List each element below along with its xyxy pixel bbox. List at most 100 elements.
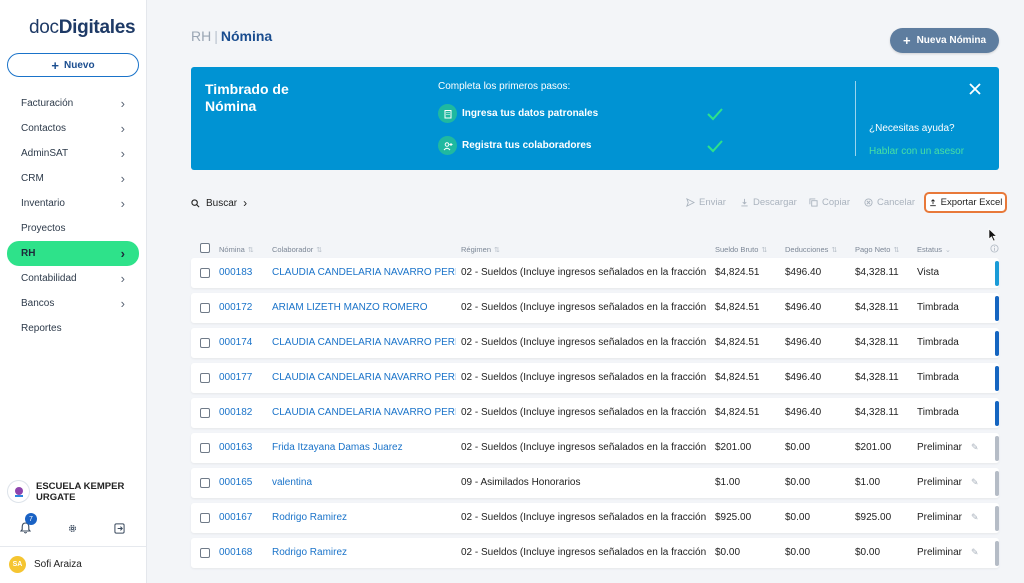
info-icon[interactable]: [990, 244, 999, 253]
table-row[interactable]: 000174 CLAUDIA CANDELARIA NAVARRO PEREZ 02…: [191, 328, 999, 358]
cell-colaborador[interactable]: Rodrigo Ramirez: [272, 547, 348, 558]
sidebar-item-adminsat[interactable]: AdminSAT ›: [7, 141, 139, 166]
close-icon[interactable]: [969, 81, 981, 98]
column-header-regimen[interactable]: Régimen ⇅: [461, 245, 500, 254]
breadcrumb-section[interactable]: RH: [191, 28, 212, 44]
download-label: Descargar: [753, 197, 797, 208]
export-excel-button[interactable]: Exportar Excel: [924, 192, 1007, 213]
sidebar-item-reportes[interactable]: Reportes: [7, 316, 139, 341]
status-indicator-bar: [995, 366, 999, 391]
table-row[interactable]: 000183 CLAUDIA CANDELARIA NAVARRO PEREZ 02…: [191, 258, 999, 288]
column-header-nomina[interactable]: Nómina ⇅: [219, 245, 254, 254]
cell-deducciones: $496.40: [785, 407, 822, 418]
row-checkbox[interactable]: [200, 373, 210, 383]
export-excel-label: Exportar Excel: [940, 197, 1003, 208]
row-checkbox[interactable]: [200, 408, 210, 418]
edit-pencil-icon[interactable]: ✎: [971, 512, 979, 522]
chevron-down-icon: ⌄: [945, 246, 951, 254]
cell-colaborador[interactable]: Rodrigo Ramirez: [272, 512, 348, 523]
download-button[interactable]: Descargar: [740, 197, 797, 208]
sidebar-item-label: Bancos: [21, 298, 55, 309]
bell-icon[interactable]: 7: [17, 513, 37, 536]
help-link[interactable]: Hablar con un asesor: [869, 146, 965, 157]
new-button[interactable]: + Nuevo: [7, 53, 139, 77]
sidebar-item-crm[interactable]: CRM ›: [7, 166, 139, 191]
column-header-estatus[interactable]: Estatus ⌄: [917, 245, 951, 254]
cell-pago-neto: $4,328.11: [855, 407, 899, 418]
column-header-colaborador[interactable]: Colaborador ⇅: [272, 245, 322, 254]
column-header-deducciones[interactable]: Deducciones ⇅: [785, 245, 837, 254]
cell-nomina[interactable]: 000168: [219, 547, 253, 558]
new-payroll-button[interactable]: + Nueva Nómina: [890, 28, 999, 53]
notifications-badge: 7: [25, 513, 37, 525]
sidebar-item-facturacion[interactable]: Facturación ›: [7, 91, 139, 116]
new-button-label: Nuevo: [64, 59, 95, 71]
table-row[interactable]: 000168 Rodrigo Ramirez 02 - Sueldos (Inclu…: [191, 538, 999, 568]
cell-colaborador[interactable]: ARIAM LIZETH MANZO ROMERO: [272, 302, 428, 313]
cell-colaborador[interactable]: CLAUDIA CANDELARIA NAVARRO PEREZ: [272, 372, 456, 383]
sidebar-item-label: Facturación: [21, 98, 74, 109]
table-row[interactable]: 000177 CLAUDIA CANDELARIA NAVARRO PEREZ 02…: [191, 363, 999, 393]
column-header-sueldo-bruto[interactable]: Sueldo Bruto ⇅: [715, 245, 767, 254]
user-profile[interactable]: SA Sofi Araiza: [9, 556, 82, 573]
sidebar-item-contabilidad[interactable]: Contabilidad ›: [7, 266, 139, 291]
row-checkbox[interactable]: [200, 338, 210, 348]
cell-nomina[interactable]: 000165: [219, 477, 253, 488]
cell-colaborador[interactable]: CLAUDIA CANDELARIA NAVARRO PEREZ: [272, 337, 456, 348]
step-employer-data[interactable]: Ingresa tus datos patronales: [438, 104, 598, 123]
cell-nomina[interactable]: 000167: [219, 512, 253, 523]
organization-switcher[interactable]: ESCUELA KEMPER URGATE: [7, 480, 126, 503]
table-row[interactable]: 000165 valentina 09 - Asimilados Honorario…: [191, 468, 999, 498]
cell-deducciones: $496.40: [785, 267, 822, 278]
gear-icon[interactable]: [64, 520, 80, 536]
cell-colaborador[interactable]: CLAUDIA CANDELARIA NAVARRO PEREZ: [272, 267, 456, 278]
cell-nomina[interactable]: 000163: [219, 442, 253, 453]
status-indicator-bar: [995, 401, 999, 426]
table-row[interactable]: 000172 ARIAM LIZETH MANZO ROMERO 02 - Suel…: [191, 293, 999, 323]
sidebar-item-inventario[interactable]: Inventario ›: [7, 191, 139, 216]
cell-nomina[interactable]: 000174: [219, 337, 253, 348]
edit-pencil-icon[interactable]: ✎: [971, 547, 979, 557]
select-all-checkbox[interactable]: [200, 243, 210, 253]
sidebar-item-contactos[interactable]: Contactos ›: [7, 116, 139, 141]
edit-pencil-icon[interactable]: ✎: [971, 477, 979, 487]
cell-colaborador[interactable]: Frida Itzayana Damas Juarez: [272, 442, 403, 453]
cell-pago-neto: $201.00: [855, 442, 892, 453]
cell-nomina[interactable]: 000183: [219, 267, 253, 278]
row-checkbox[interactable]: [200, 478, 210, 488]
column-label: Nómina: [219, 245, 245, 254]
column-label: Pago Neto: [855, 245, 891, 254]
table-row[interactable]: 000163 Frida Itzayana Damas Juarez 02 - Su…: [191, 433, 999, 463]
cell-colaborador[interactable]: valentina: [272, 477, 313, 488]
chevron-right-icon: ›: [120, 271, 125, 286]
row-checkbox[interactable]: [200, 513, 210, 523]
send-button[interactable]: Enviar: [686, 197, 726, 208]
sidebar-item-rh[interactable]: RH ›: [7, 241, 139, 266]
copy-label: Copiar: [822, 197, 850, 208]
cancel-button[interactable]: Cancelar: [864, 197, 915, 208]
row-checkbox[interactable]: [200, 303, 210, 313]
cell-colaborador[interactable]: CLAUDIA CANDELARIA NAVARRO PEREZ: [272, 407, 456, 418]
cell-estatus: Timbrada: [917, 407, 959, 418]
column-header-pago-neto[interactable]: Pago Neto ⇅: [855, 245, 899, 254]
cell-nomina[interactable]: 000182: [219, 407, 253, 418]
cell-nomina[interactable]: 000172: [219, 302, 253, 313]
sort-icon: ⇅: [893, 246, 900, 254]
help-question: ¿Necesitas ayuda?: [869, 123, 955, 134]
app-logo[interactable]: docDigitales: [29, 17, 136, 39]
edit-pencil-icon[interactable]: ✎: [971, 442, 979, 452]
sidebar-item-proyectos[interactable]: Proyectos: [7, 216, 139, 241]
table-row[interactable]: 000182 CLAUDIA CANDELARIA NAVARRO PEREZ 02…: [191, 398, 999, 428]
row-checkbox[interactable]: [200, 548, 210, 558]
cell-estatus: Preliminar: [917, 547, 963, 558]
sidebar-item-bancos[interactable]: Bancos ›: [7, 291, 139, 316]
logout-icon[interactable]: [111, 520, 127, 536]
table-row[interactable]: 000167 Rodrigo Ramirez 02 - Sueldos (Inclu…: [191, 503, 999, 533]
row-checkbox[interactable]: [200, 268, 210, 278]
chevron-right-icon: ›: [120, 146, 125, 161]
copy-button[interactable]: Copiar: [809, 197, 850, 208]
step-employees[interactable]: Registra tus colaboradores: [438, 136, 591, 155]
cell-nomina[interactable]: 000177: [219, 372, 253, 383]
row-checkbox[interactable]: [200, 443, 210, 453]
search-toggle[interactable]: Buscar ›: [191, 197, 247, 209]
